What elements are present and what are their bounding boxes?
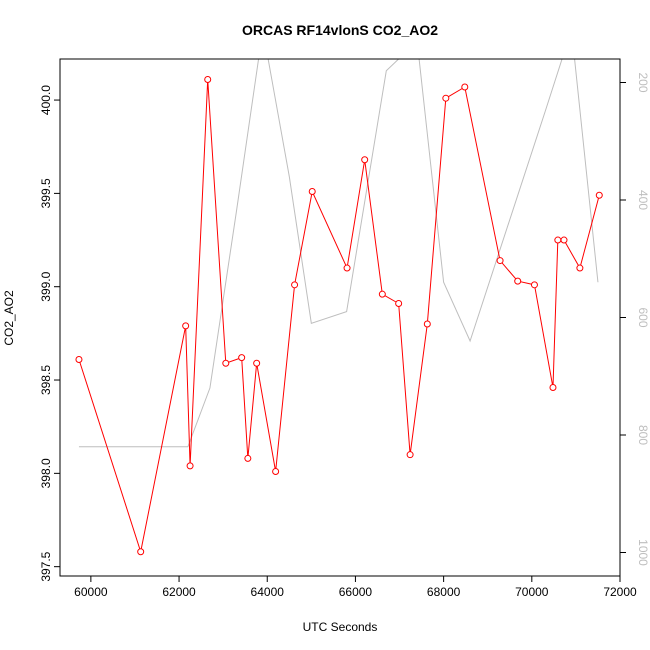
y-tick-label: 399.0 [39, 271, 53, 301]
x-tick-label: 66000 [339, 585, 373, 599]
data-point [75, 355, 83, 363]
data-point [406, 451, 414, 459]
y-tick-label: 398.5 [39, 365, 53, 395]
data-point [343, 264, 351, 272]
y-tick-label: 398.0 [39, 458, 53, 488]
chart-title: ORCAS RF14vlonS CO2_AO2 [242, 22, 438, 38]
x-tick-label: 70000 [515, 585, 549, 599]
y2-tick-label: 200 [636, 72, 650, 92]
axes-layer: 60000 62000 64000 66000 68000 70000 72000 397.5… [39, 72, 650, 599]
series-layer [75, 59, 603, 556]
data-point [244, 454, 252, 462]
data-point [530, 281, 538, 289]
data-point [137, 548, 145, 556]
x-tick-label: 72000 [603, 585, 637, 599]
y2-tick-label: 600 [636, 307, 650, 327]
data-point [514, 277, 522, 285]
x-tick-label: 62000 [162, 585, 196, 599]
y2-tick-label: 400 [636, 190, 650, 210]
data-point [308, 188, 316, 196]
series-line-1 [78, 59, 599, 448]
y-tick-label: 399.5 [39, 178, 53, 208]
y-axis-label: CO2_AO2 [2, 290, 16, 346]
data-point [272, 467, 280, 475]
x-axis-label: UTC Seconds [303, 620, 378, 634]
plot-frame [59, 58, 621, 577]
data-point [560, 236, 568, 244]
data-point [378, 290, 386, 298]
data-point [291, 281, 299, 289]
data-point [423, 320, 431, 328]
data-point [595, 191, 603, 199]
data-point [238, 354, 246, 362]
y2-tick-label: 800 [636, 425, 650, 445]
data-point [222, 359, 230, 367]
data-point [496, 257, 504, 265]
y2-tick-label: 1000 [636, 539, 650, 566]
data-point [182, 322, 190, 330]
data-point [554, 236, 562, 244]
y-tick-label: 397.5 [39, 551, 53, 581]
data-point [549, 383, 557, 391]
series-line-0 [78, 79, 600, 554]
x-tick-label: 60000 [74, 585, 108, 599]
data-point [361, 156, 369, 164]
data-point [576, 264, 584, 272]
data-point [186, 462, 194, 470]
x-tick-label: 64000 [251, 585, 285, 599]
data-point [204, 76, 212, 84]
y-tick-label: 400.0 [39, 85, 53, 115]
data-point [253, 359, 261, 367]
data-point [461, 83, 469, 91]
series-0 [75, 76, 603, 556]
data-point [395, 300, 403, 308]
x-tick-label: 68000 [427, 585, 461, 599]
series-1 [78, 59, 599, 448]
data-point [442, 94, 450, 102]
